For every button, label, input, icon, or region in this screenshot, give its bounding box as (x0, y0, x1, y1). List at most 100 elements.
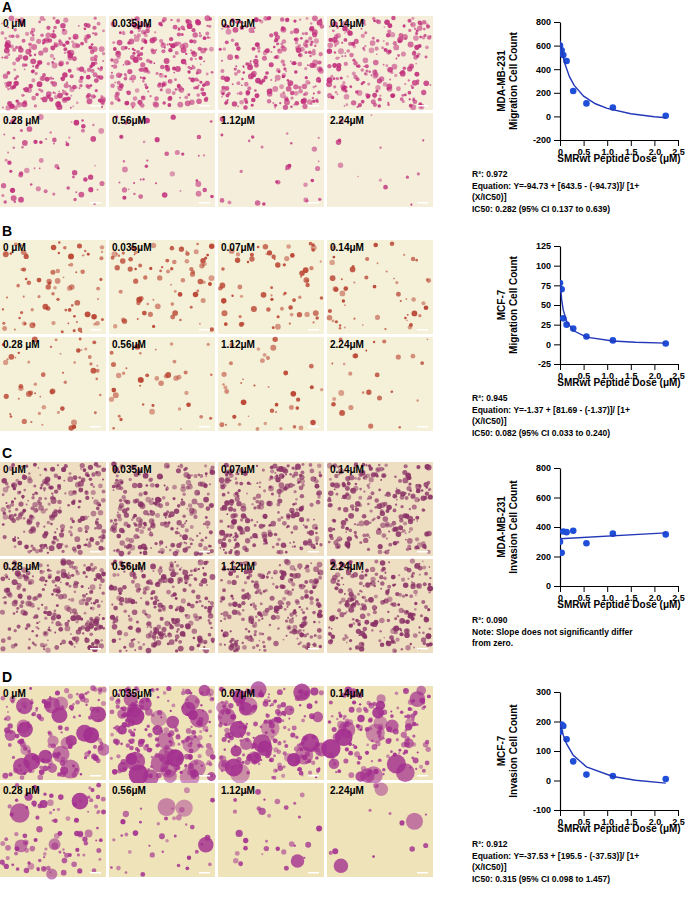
cell (240, 170, 243, 173)
dose-label: 0.28 μM (3, 339, 40, 350)
cell (5, 42, 8, 45)
cell (4, 37, 7, 40)
micrograph: 0.56μM (109, 113, 215, 207)
cell (344, 52, 346, 54)
cell (274, 104, 277, 107)
cell (79, 87, 81, 89)
cell (113, 324, 117, 328)
cell (319, 52, 323, 56)
cell (61, 330, 64, 333)
cell (274, 258, 276, 260)
cell (393, 278, 395, 280)
cell (334, 287, 339, 292)
cell (338, 162, 343, 167)
cell (146, 59, 150, 63)
cell (260, 358, 265, 363)
cell (189, 39, 193, 43)
cell (310, 22, 312, 24)
cell (15, 357, 17, 359)
cell (79, 84, 82, 87)
cell (273, 46, 276, 49)
cell (208, 282, 212, 286)
cell (241, 84, 243, 86)
cell (138, 29, 141, 32)
cell (237, 70, 241, 74)
micrograph: 2.24μM (327, 113, 433, 207)
cell (375, 315, 380, 320)
cell (314, 45, 317, 48)
cell (70, 74, 74, 78)
cell (176, 19, 180, 23)
cell (302, 84, 307, 89)
cell (38, 50, 43, 55)
cell (196, 72, 199, 75)
cell (133, 193, 135, 195)
tick-label: 400 (536, 65, 551, 75)
cell (142, 76, 145, 79)
cell (424, 305, 429, 310)
cell (353, 75, 357, 79)
cell (80, 463, 85, 468)
cell (32, 493, 34, 495)
scale-bar (417, 202, 428, 204)
cell (184, 95, 188, 99)
cell (22, 140, 28, 146)
cell (102, 29, 105, 32)
cell (98, 546, 103, 551)
cell (29, 322, 35, 328)
cell (256, 427, 260, 431)
cell (373, 341, 375, 343)
cell (68, 253, 74, 259)
cell (313, 93, 315, 95)
cell (200, 48, 206, 54)
cell (37, 278, 42, 283)
cell (330, 75, 333, 78)
cell (239, 315, 242, 318)
cell (313, 310, 319, 316)
cell (180, 33, 183, 36)
cell (171, 302, 175, 306)
cell (219, 48, 222, 51)
cell (275, 411, 277, 413)
cell (146, 70, 148, 72)
cell (139, 52, 143, 56)
cell (412, 80, 418, 86)
cell (60, 524, 65, 529)
cell (96, 465, 99, 468)
cell (8, 354, 14, 360)
dose-label: 0.14μM (330, 18, 364, 29)
cell (238, 423, 241, 426)
annotation: (X/IC50)] (472, 192, 507, 202)
scale-bar (199, 329, 210, 331)
cell (28, 472, 30, 474)
cell (139, 385, 141, 387)
cell (278, 49, 281, 52)
cell (170, 284, 172, 286)
cell (367, 94, 371, 98)
cell (341, 42, 343, 44)
cell (18, 398, 20, 400)
tick: -25 (538, 359, 560, 369)
cell (16, 102, 22, 108)
cell (419, 36, 422, 39)
cell (196, 191, 202, 197)
cell (67, 504, 70, 507)
cell (284, 99, 290, 105)
cell (344, 86, 348, 90)
cell (96, 365, 98, 367)
cell (232, 415, 236, 419)
cell (117, 81, 121, 85)
cell (12, 85, 16, 89)
cell (146, 159, 148, 161)
cell (101, 106, 103, 108)
cell (237, 285, 242, 290)
tick: 75 (541, 281, 560, 291)
cell (136, 50, 140, 54)
cell (122, 196, 126, 200)
cell (8, 44, 11, 47)
cell (250, 60, 252, 62)
cell (12, 48, 16, 52)
cell (262, 56, 267, 61)
cell (410, 22, 415, 27)
cell (349, 53, 354, 58)
